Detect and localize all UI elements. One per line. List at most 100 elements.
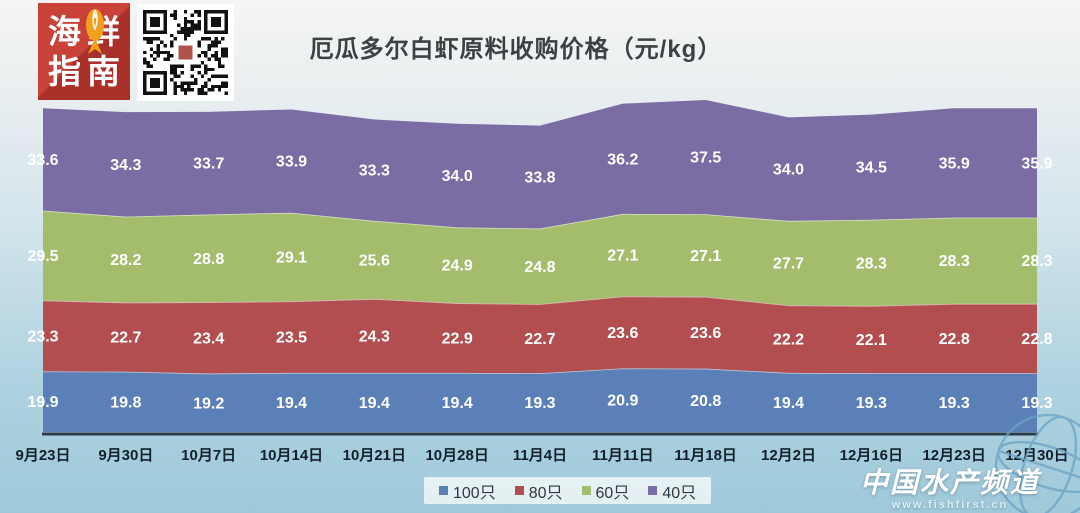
area-series-100只 <box>43 368 1037 432</box>
data-label-80只: 22.9 <box>442 331 473 348</box>
data-label-40只: 35.9 <box>1021 155 1052 172</box>
data-label-60只: 29.1 <box>276 250 307 267</box>
qr-module <box>177 84 181 89</box>
qr-module <box>217 57 222 61</box>
qr-module <box>170 54 174 58</box>
qr-module <box>200 37 205 41</box>
qr-module <box>194 10 198 14</box>
x-axis-label: 11月11日 <box>592 447 654 464</box>
qr-module <box>163 44 167 48</box>
qr-module <box>156 54 160 58</box>
qr-module <box>214 57 218 61</box>
data-label-100只: 19.3 <box>1021 395 1052 412</box>
legend-label: 80只 <box>528 484 563 502</box>
qr-module <box>207 67 211 72</box>
qr-module <box>170 44 174 48</box>
qr-module <box>214 54 218 58</box>
qr-module <box>183 20 188 24</box>
qr-module <box>149 54 154 58</box>
qr-module <box>166 54 171 58</box>
qr-module <box>180 27 184 31</box>
qr-module <box>221 64 225 68</box>
data-label-80只: 24.3 <box>359 328 390 345</box>
qr-module <box>211 67 215 72</box>
watermark: 中国水产频道 www.fishfirst.cn <box>860 461 1040 511</box>
qr-module <box>207 47 211 51</box>
legend-item-60只: 60只 <box>581 479 630 503</box>
qr-module <box>221 47 225 51</box>
x-axis-label: 11月18日 <box>674 447 737 464</box>
data-label-100只: 19.9 <box>27 394 58 411</box>
data-label-100只: 19.4 <box>359 395 390 412</box>
legend-item-80只: 80只 <box>514 479 563 503</box>
qr-module <box>183 81 188 85</box>
qr-module <box>214 50 218 55</box>
data-label-80只: 23.5 <box>276 330 307 347</box>
qr-module <box>156 44 160 48</box>
qr-module <box>183 30 188 34</box>
qr-module <box>190 20 194 24</box>
data-label-60只: 28.8 <box>193 251 224 268</box>
logo-text-line1: 海鲜 <box>48 12 126 52</box>
area-series-40只 <box>43 100 1037 229</box>
legend-item-40只: 40只 <box>648 479 696 503</box>
data-label-40只: 33.6 <box>27 152 58 169</box>
data-label-40只: 34.0 <box>773 162 804 179</box>
qr-module <box>180 64 184 68</box>
qr-module <box>146 64 150 68</box>
data-label-60只: 28.3 <box>856 255 887 272</box>
watermark-brand: 中国水产频道 <box>859 467 1040 498</box>
area-series-80只 <box>43 296 1037 374</box>
data-label-60只: 27.1 <box>690 248 721 265</box>
qr-module <box>173 13 177 17</box>
qr-module <box>190 23 194 27</box>
qr-module <box>180 88 184 92</box>
qr-module <box>146 61 150 65</box>
legend-label: 60只 <box>595 484 630 502</box>
qr-module <box>221 74 225 78</box>
qr-module <box>207 57 211 61</box>
data-label-60只: 28.3 <box>1021 253 1052 270</box>
data-label-80只: 23.3 <box>27 328 58 345</box>
data-label-100只: 19.3 <box>524 395 555 412</box>
qr-module <box>214 37 218 41</box>
qr-module <box>187 30 191 34</box>
qr-module <box>156 50 160 55</box>
qr-module <box>211 74 215 78</box>
qr-module <box>149 78 160 89</box>
qr-module <box>173 64 177 68</box>
qr-module <box>173 81 177 85</box>
qr-module <box>156 37 160 41</box>
qr-module <box>190 13 194 17</box>
qr-module <box>187 20 191 24</box>
data-label-80只: 22.8 <box>1021 331 1052 348</box>
data-label-100只: 19.8 <box>110 394 141 411</box>
qr-module <box>183 37 188 41</box>
qr-module <box>221 84 225 89</box>
data-label-40只: 36.2 <box>607 151 638 168</box>
qr-module <box>207 88 211 92</box>
data-label-60只: 25.6 <box>359 252 390 269</box>
legend-swatch <box>439 486 448 495</box>
data-label-40只: 34.5 <box>856 160 887 177</box>
qr-module <box>214 74 218 78</box>
qr-module <box>211 44 215 48</box>
qr-module <box>187 84 191 89</box>
qr-module <box>197 64 201 68</box>
qr-module <box>156 47 160 51</box>
data-label-100只: 20.8 <box>690 393 721 410</box>
data-label-60只: 27.1 <box>607 248 638 265</box>
qr-module <box>200 88 205 92</box>
qr-module <box>183 16 188 21</box>
qr-module <box>194 23 198 27</box>
data-label-80只: 23.4 <box>193 330 224 347</box>
data-label-40只: 33.8 <box>524 170 555 187</box>
qr-module <box>204 54 208 58</box>
qr-module <box>180 84 184 89</box>
fish-icon <box>86 9 104 54</box>
qr-module <box>170 64 174 68</box>
qr-module <box>211 88 215 92</box>
qr-module <box>187 81 191 85</box>
qr-module <box>173 67 177 72</box>
